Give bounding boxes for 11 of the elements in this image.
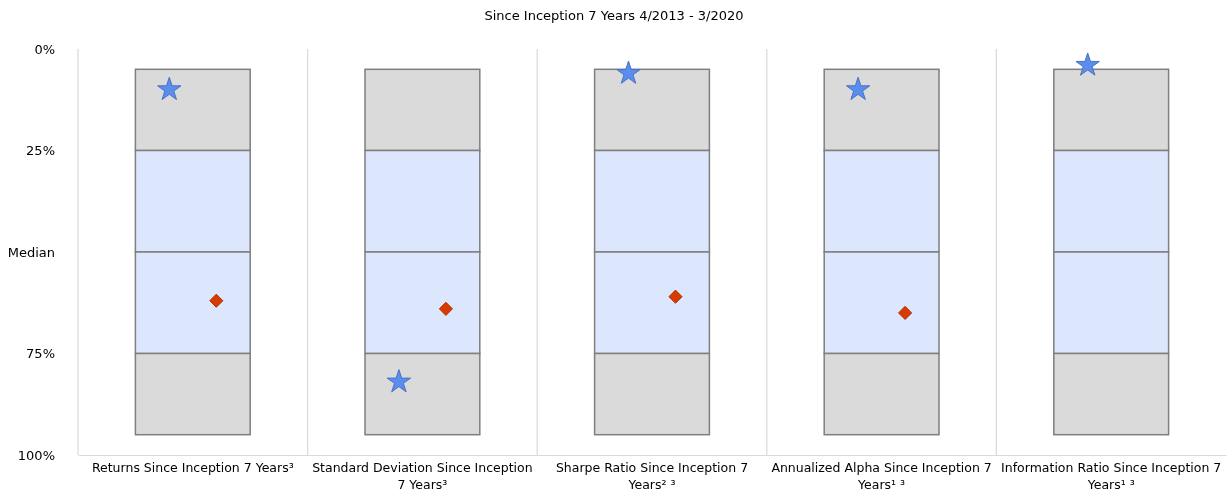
x-tick-label: Annualized Alpha Since Inception 7 Years¹ ³ [771,460,992,492]
x-tick-label: Returns Since Inception 7 Years³ [91,460,294,475]
y-tick-label: 0% [34,41,55,57]
y-tick-label: Median [7,244,55,260]
y-tick-label: 100% [17,447,55,463]
x-tick-label: Standard Deviation Since Inception 7 Years³ [312,460,533,492]
x-tick-label: Information Ratio Since Inception 7 Years¹ ³ [1001,460,1222,492]
x-tick-label: Sharpe Ratio Since Inception 7 Years² ³ [555,460,749,492]
chart-title: Since Inception 7 Years 4/2013 - 3/2020 [484,8,744,23]
y-tick-label: 75% [26,346,55,362]
y-tick-label: 25% [26,143,55,159]
